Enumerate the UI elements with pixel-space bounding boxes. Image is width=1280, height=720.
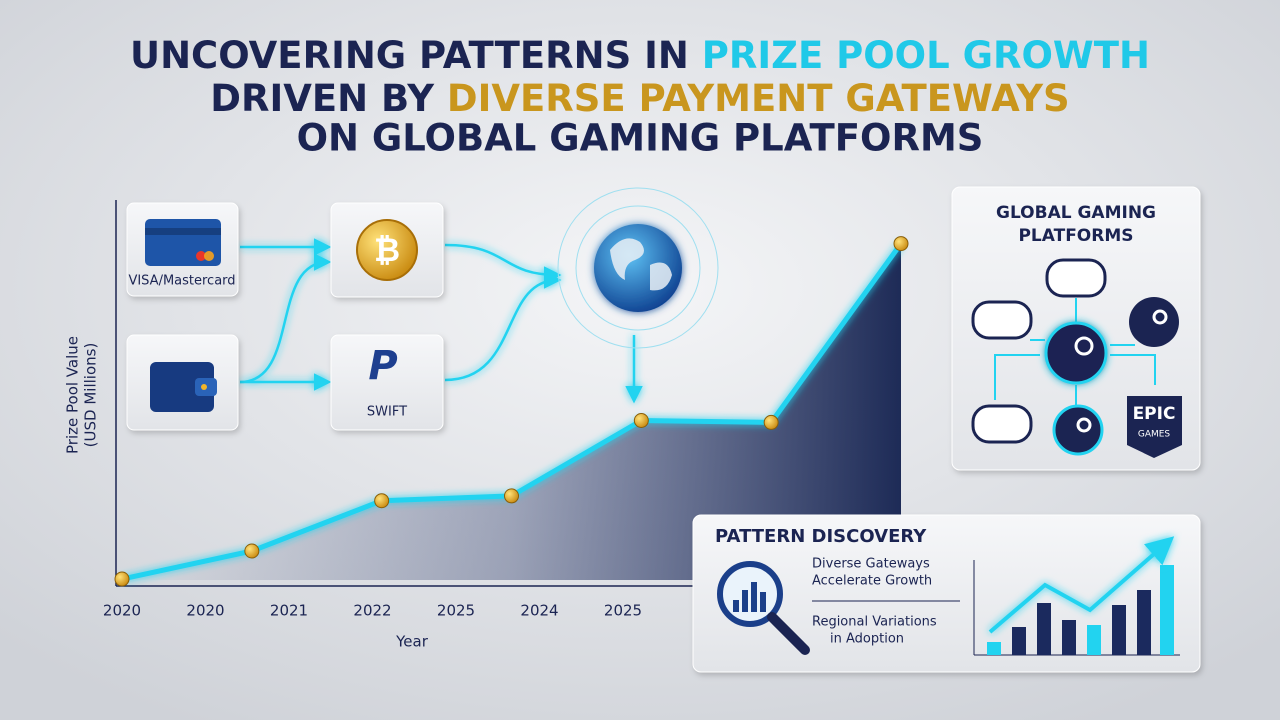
magnifier-bars: [733, 582, 766, 612]
steam-marks: [1074, 309, 1168, 433]
y-axis-title: Prize Pool Value: [64, 336, 82, 454]
title-highlight: DIVERSE PAYMENT GATEWAYS: [447, 77, 1070, 120]
x-tick-label: 2024: [520, 602, 558, 620]
finding: Diverse Gateways: [812, 557, 930, 572]
panel-title: GLOBAL GAMING: [996, 203, 1156, 223]
globe: [557, 187, 719, 349]
mini-bars: [987, 565, 1174, 655]
trend-arrow: [988, 536, 1175, 634]
panel-title: PLATFORMS: [1018, 226, 1133, 246]
gateway-label: VISA/Mastercard: [128, 274, 235, 289]
point: [504, 488, 519, 504]
icon-bar: [760, 592, 766, 612]
title-line: DRIVEN BY DIVERSE PAYMENT GATEWAYS: [210, 77, 1069, 120]
x-tick-label: 2021: [270, 602, 308, 620]
line-chart: Prize Pool Value (USD Millions) Year 2020 20…: [64, 200, 1000, 651]
mini-bar: [1062, 620, 1076, 655]
icon-bar: [733, 600, 739, 612]
connector: [444, 243, 562, 284]
gateway-label: SWIFT: [367, 405, 407, 420]
x-axis-title: Year: [395, 633, 429, 651]
steam-icon: [1129, 297, 1179, 347]
point: [374, 493, 390, 509]
title-text: UNCOVERING PATTERNS IN: [130, 34, 702, 77]
magnifier-handle: [767, 612, 810, 655]
epic-badge: [1127, 396, 1182, 458]
wallet-icon: [150, 362, 214, 412]
point: [763, 414, 779, 430]
mini-bar: [987, 642, 1001, 655]
mini-bar: [1037, 603, 1051, 655]
x-tick-label: 2020: [186, 602, 224, 620]
bitcoin-icon: [356, 219, 418, 281]
x-tick-label: 2022: [353, 602, 391, 620]
point: [244, 543, 260, 559]
connectors: [239, 238, 643, 404]
controller-icon: [971, 300, 1033, 340]
controllers: [971, 258, 1107, 444]
globe-ring: [575, 205, 701, 331]
finding: Regional Variations: [812, 615, 937, 630]
controller-icon: [1045, 258, 1107, 298]
y-axis-title: (USD Millions): [82, 343, 100, 448]
icon-bar: [742, 590, 748, 612]
controller-icon: [971, 404, 1033, 444]
finding: Accelerate Growth: [812, 574, 932, 589]
epic-text: EPIC: [1133, 404, 1176, 424]
finding: in Adoption: [830, 632, 904, 647]
x-tick-label: 2025: [604, 602, 642, 620]
mini-bar: [1087, 625, 1101, 655]
title-line: ON GLOBAL GAMING PLATFORMS: [297, 117, 984, 160]
mini-bar: [1112, 605, 1126, 655]
mini-bar: [1137, 590, 1151, 655]
x-tick-label: 2025: [437, 602, 475, 620]
mini-bar: [1160, 565, 1174, 655]
platforms-panel: GLOBAL GAMING PLATFORMS EPIC GAMES: [951, 186, 1201, 471]
title-line: UNCOVERING PATTERNS IN PRIZE POOL GROWTH: [130, 34, 1150, 77]
steam-icon: [1044, 321, 1108, 385]
steam-mark: [1076, 417, 1092, 433]
icon-bar: [751, 582, 757, 612]
globe-land: [610, 238, 672, 291]
bitcoin-symbol: ₿: [374, 231, 400, 269]
x-tick-label: 2020: [103, 602, 141, 620]
panel-title: PATTERN DISCOVERY: [715, 526, 927, 547]
card-logo: [204, 251, 214, 261]
steam-mark: [1152, 309, 1168, 325]
payment-flow: VISA/Mastercard ₿ P SWIFT: [126, 187, 719, 431]
point: [893, 236, 909, 252]
platform-links: [994, 298, 1156, 405]
paypal-icon: P: [368, 343, 397, 389]
pattern-panel: PATTERN DISCOVERY Diverse Gateways Accel…: [692, 514, 1201, 673]
area: [122, 243, 901, 580]
connector: [239, 253, 332, 384]
mini-bar: [1012, 627, 1026, 655]
gateway-card: [330, 334, 444, 431]
wallet-button: [201, 384, 207, 390]
card-logo: [196, 251, 206, 261]
link: [994, 298, 1156, 405]
card-stripe: [145, 228, 221, 235]
globe-ring: [557, 187, 719, 349]
point: [114, 571, 130, 587]
point: [633, 413, 649, 428]
steam-icon: [1052, 404, 1104, 456]
steam-mark: [1074, 336, 1094, 356]
title-text: DRIVEN BY: [210, 77, 447, 120]
title-highlight: PRIZE POOL GROWTH: [702, 34, 1150, 77]
epic-text: GAMES: [1138, 430, 1171, 440]
connector: [444, 271, 562, 382]
